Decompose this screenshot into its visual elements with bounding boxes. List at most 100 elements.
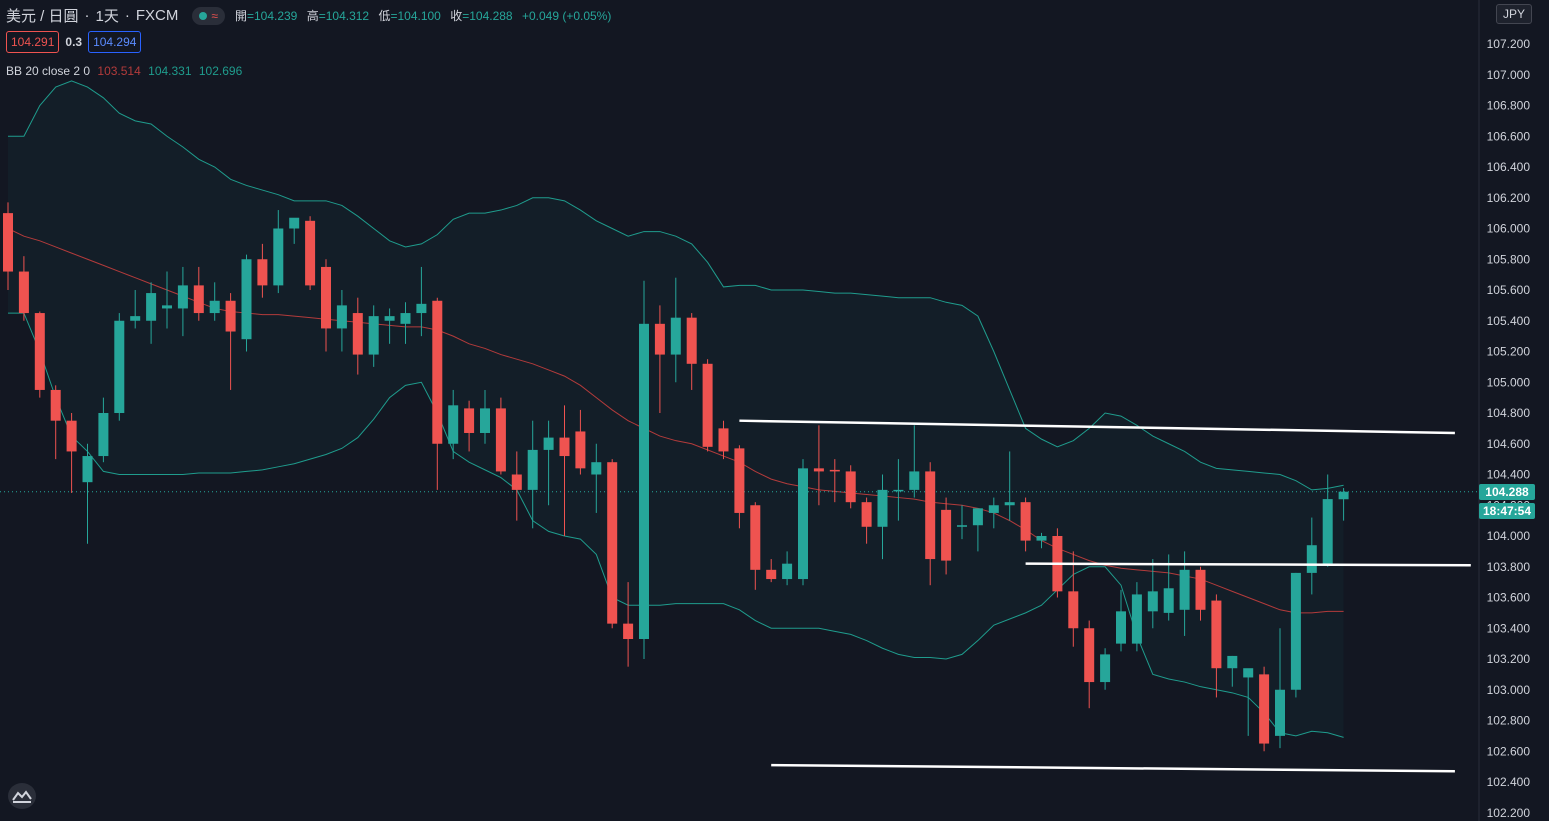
trend-line[interactable] [1025,562,1471,567]
y-tick-label: 104.800 [1487,406,1531,420]
y-tick-label: 105.200 [1487,345,1531,359]
candle-body [225,300,236,332]
candle-body [82,456,93,483]
y-tick-label: 106.800 [1487,99,1531,113]
candle-body [336,305,347,329]
y-tick-label: 102.400 [1487,775,1531,789]
bb-lower-value: 102.696 [198,64,243,78]
candle-body [972,508,983,526]
candle-body [750,505,761,570]
open-label: 開 [234,9,247,23]
symbol-title[interactable]: 美元 / 日圓 [6,8,79,25]
candle-body [766,569,777,580]
y-tick-label: 105.600 [1487,283,1531,297]
y-tick-label: 103.400 [1487,621,1531,635]
market-status-pill[interactable]: ≈ [192,6,225,25]
candle-body [734,448,745,513]
candle-body [1004,502,1015,506]
candle-body [654,323,665,355]
legend-separator: · [124,7,130,24]
candle-body [177,285,188,309]
candle-body [543,437,554,450]
spread-value: 0.3 [65,35,83,49]
price-axis [1479,0,1549,821]
candle-body [1163,588,1174,613]
y-tick-label: 106.000 [1487,222,1531,236]
y-tick-label: 106.600 [1487,129,1531,143]
candle-body [845,471,856,503]
trend-line[interactable] [771,763,1455,773]
bb-upper-line [8,80,1344,491]
countdown-tag: 18:47:54 [1479,502,1535,519]
buy-button[interactable]: 104.294 [88,31,142,53]
candle-body [432,300,443,444]
candle-body [416,303,427,314]
y-tick-label: 105.800 [1487,252,1531,266]
low-label: 低 [378,9,391,23]
candle-body [893,489,904,492]
y-tick-label: 103.200 [1487,652,1531,666]
candle-body [1259,674,1270,744]
bollinger-legend[interactable]: BB 20 close 2 0 103.514 104.331 102.696 [6,64,242,78]
candle-body [464,408,475,433]
trend-line[interactable] [739,419,1455,435]
y-tick-label: 103.800 [1487,560,1531,574]
candle-body [400,313,411,324]
candle-body [114,320,125,413]
candle-body [66,420,77,452]
candle-body [1243,668,1254,678]
candle-body [495,408,506,472]
candle-body [1100,654,1111,683]
candle-body [50,389,61,421]
candle-body [829,469,840,472]
candle-body [607,462,618,624]
candle-body [480,408,490,433]
candle-body [289,217,300,229]
low-value: =104.100 [390,9,441,23]
open-value: =104.239 [246,9,298,23]
y-tick-label: 106.200 [1487,191,1531,205]
candle-body [670,317,681,355]
bb-basis-value: 103.514 [97,64,141,78]
y-tick-label: 107.200 [1487,37,1531,51]
candle-body [368,316,379,355]
candle-body [702,363,713,447]
y-tick-label: 103.000 [1487,683,1531,697]
candle-body [3,213,13,272]
candle-body [241,259,252,340]
bb-name: BB 20 close 2 0 [6,64,91,78]
candle-body [718,428,729,452]
candle-body [162,305,172,309]
sell-button[interactable]: 104.291 [6,31,60,53]
candle-body [782,563,793,580]
candle-body [257,259,268,286]
candle-body [305,220,316,286]
trade-panel: 104.291 0.3 104.294 [6,31,142,53]
candle-body [1290,572,1301,690]
candle-body [1068,591,1079,629]
candle-body [193,285,204,314]
candle-body [686,317,697,364]
candle-body [559,437,570,457]
candle-body [925,471,936,560]
tradingview-logo-icon[interactable] [8,783,36,809]
candle-body [209,300,220,314]
candle-body [1147,591,1158,612]
candle-body [511,474,522,490]
candle-body [1306,545,1317,573]
candle-body [861,502,872,527]
candle-body [1227,655,1238,669]
legend-separator: · [84,7,90,24]
interval-label[interactable]: 1天 [95,8,119,25]
candle-body [1131,594,1142,644]
y-tick-label: 106.400 [1487,160,1531,174]
candle-body [146,293,157,321]
y-tick-label: 107.000 [1487,68,1531,82]
y-tick-label: 105.000 [1487,375,1531,389]
candle-body [1020,502,1031,541]
candle-body [384,316,395,321]
close-value: =104.288 [462,9,513,23]
currency-button[interactable]: JPY [1496,4,1533,24]
y-tick-label: 102.600 [1487,744,1531,758]
